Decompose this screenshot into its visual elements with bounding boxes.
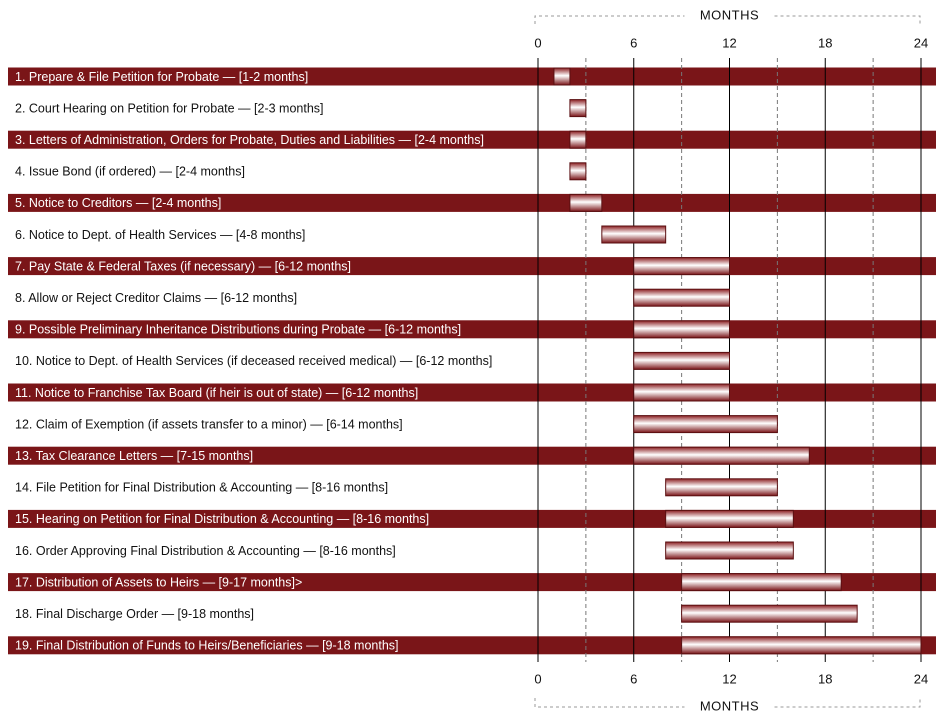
- task-bar-10: [633, 351, 730, 370]
- task-bar-1: [553, 67, 571, 86]
- axis-bracket: [774, 698, 921, 708]
- tick-label-top: 18: [818, 35, 832, 50]
- task-bar-9: [633, 320, 730, 339]
- task-label-10: 10. Notice to Dept. of Health Services (…: [15, 354, 492, 368]
- task-label-5: 5. Notice to Creditors — [2-4 months]: [15, 196, 221, 210]
- tick-label-top: 6: [630, 35, 637, 50]
- bars: [553, 67, 922, 655]
- task-label-8: 8. Allow or Reject Creditor Claims — [6-…: [15, 291, 297, 305]
- task-label-9: 9. Possible Preliminary Inheritance Dist…: [15, 323, 461, 337]
- task-label-2: 2. Court Hearing on Petition for Probate…: [15, 101, 324, 115]
- task-label-12: 12. Claim of Exemption (if assets transf…: [15, 417, 403, 431]
- tick-label-bottom: 0: [534, 671, 541, 686]
- task-labels: 1. Prepare & File Petition for Probate —…: [15, 70, 492, 653]
- row-band: [8, 130, 936, 149]
- task-bar-4: [569, 162, 587, 181]
- task-bar-16: [665, 541, 794, 560]
- axis-title-top: MONTHS: [700, 7, 759, 22]
- task-label-7: 7. Pay State & Federal Taxes (if necessa…: [15, 259, 351, 273]
- task-bar-8: [633, 288, 730, 307]
- tick-label-bottom: 24: [914, 671, 928, 686]
- axis-title-bottom: MONTHS: [700, 698, 759, 713]
- task-label-18: 18. Final Discharge Order — [9-18 months…: [15, 607, 254, 621]
- task-bar-19: [681, 636, 922, 655]
- task-bar-17: [681, 573, 842, 592]
- task-label-13: 13. Tax Clearance Letters — [7-15 months…: [15, 449, 253, 463]
- task-bar-3: [569, 130, 587, 149]
- task-bar-12: [633, 415, 778, 434]
- task-bar-13: [633, 446, 810, 465]
- task-bar-15: [665, 509, 794, 528]
- task-label-19: 19. Final Distribution of Funds to Heirs…: [15, 639, 399, 653]
- task-label-4: 4. Issue Bond (if ordered) — [2-4 months…: [15, 165, 245, 179]
- tick-label-bottom: 18: [818, 671, 832, 686]
- task-bar-6: [601, 225, 667, 244]
- tick-label-top: 12: [722, 35, 736, 50]
- axis-bracket: [534, 15, 685, 24]
- tick-label-top: 0: [534, 35, 541, 50]
- task-label-3: 3. Letters of Administration, Orders for…: [15, 133, 484, 147]
- task-bar-14: [665, 478, 778, 497]
- task-label-16: 16. Order Approving Final Distribution &…: [15, 544, 396, 558]
- task-bar-5: [569, 193, 603, 212]
- tick-label-bottom: 12: [722, 671, 736, 686]
- tick-label-top: 24: [914, 35, 928, 50]
- task-bar-11: [633, 383, 730, 402]
- task-label-6: 6. Notice to Dept. of Health Services — …: [15, 228, 305, 242]
- tick-label-bottom: 6: [630, 671, 637, 686]
- task-bar-2: [569, 99, 587, 118]
- axis-bracket: [774, 15, 921, 24]
- task-label-17: 17. Distribution of Assets to Heirs — [9…: [15, 575, 302, 589]
- task-label-11: 11. Notice to Franchise Tax Board (if he…: [15, 386, 418, 400]
- task-bar-7: [633, 257, 730, 276]
- row-band: [8, 193, 936, 212]
- task-label-14: 14. File Petition for Final Distribution…: [15, 481, 388, 495]
- row-band: [8, 67, 936, 86]
- task-label-1: 1. Prepare & File Petition for Probate —…: [15, 70, 308, 84]
- axis-bracket: [534, 698, 685, 708]
- task-label-15: 15. Hearing on Petition for Final Distri…: [15, 512, 429, 526]
- task-bar-18: [681, 604, 858, 623]
- axes: 0 6 12 18 24 MONTHS 0 6 12 18 24 MONTHS: [534, 7, 928, 713]
